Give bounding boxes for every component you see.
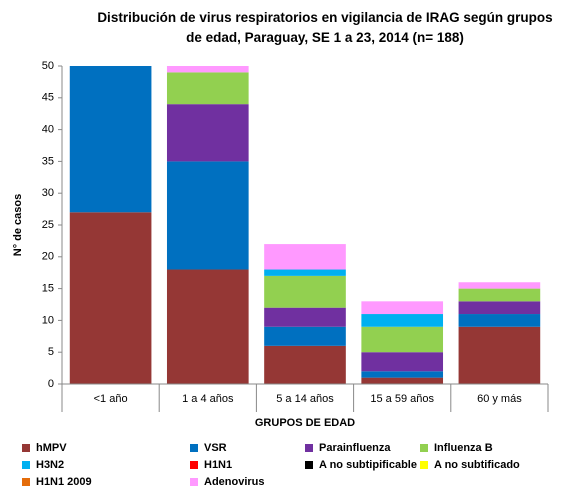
legend-swatch (22, 461, 30, 469)
bar-segment (166, 269, 249, 384)
y-tick-label: 40 (42, 124, 54, 136)
legend-swatch (190, 478, 198, 486)
x-tick-label: <1 año (94, 393, 128, 405)
bar-segment (264, 269, 346, 276)
bar-segment (166, 66, 249, 73)
y-tick-label: 5 (48, 346, 54, 358)
legend-text: H1N1 (204, 459, 232, 471)
legend-text: A no subtificado (434, 459, 520, 471)
y-tick-label: 35 (42, 155, 54, 167)
legend-text: VSR (204, 442, 227, 454)
bar-segment (264, 326, 346, 346)
legend-text: Parainfluenza (319, 442, 391, 454)
y-tick-label: 30 (42, 187, 54, 199)
y-axis-title: N° de casos (12, 194, 24, 256)
y-tick-label: 0 (48, 378, 54, 390)
legend-swatch (22, 444, 30, 452)
bar-segment (361, 352, 444, 372)
legend-text: H1N1 2009 (36, 476, 92, 488)
x-tick-label: 5 a 14 años (276, 393, 334, 405)
bar-segment (361, 301, 444, 315)
y-tick-label: 15 (42, 283, 54, 295)
bar-segment (361, 371, 444, 378)
chart-title: Distribución de virus respiratorios en v… (97, 10, 552, 45)
bar-segment (166, 161, 249, 270)
bar-segment (264, 345, 346, 384)
y-tick-label: 10 (42, 314, 54, 326)
legend-text: Influenza B (434, 442, 493, 454)
y-tick-label: 50 (42, 60, 54, 72)
bar-segment (458, 326, 541, 384)
legend-swatch (305, 461, 313, 469)
legend-text: A no subtipificable (319, 459, 417, 471)
legend-swatch (190, 461, 198, 469)
bar-segment (264, 244, 346, 270)
legend-swatch (190, 444, 198, 452)
y-tick-label: 25 (42, 219, 54, 231)
x-tick-label: 1 a 4 años (182, 393, 234, 405)
x-axis-title: GRUPOS DE EDAD (255, 417, 355, 429)
legend-text: Adenovirus (204, 476, 265, 488)
bar-segment (361, 377, 444, 384)
legend-swatch (420, 461, 428, 469)
x-tick-label: 15 a 59 años (370, 393, 434, 405)
bar-segment (361, 314, 444, 327)
legend-text: H3N2 (36, 459, 64, 471)
bar-segment (69, 66, 152, 213)
y-tick-label: 20 (42, 251, 54, 263)
legend-swatch (22, 478, 30, 486)
bar-segment (458, 288, 541, 302)
bar-segment (458, 282, 541, 289)
bar-segment (458, 301, 541, 315)
bar-segment (458, 314, 541, 327)
bar-segment (166, 104, 249, 162)
bar-segment (166, 72, 249, 105)
x-tick-label: 60 y más (477, 393, 522, 405)
legend-swatch (305, 444, 313, 452)
bar-segment (69, 212, 152, 384)
legend-swatch (420, 444, 428, 452)
y-tick-label: 45 (42, 92, 54, 104)
bar-segment (264, 307, 346, 327)
bar-segment (264, 275, 346, 308)
legend-text: hMPV (36, 442, 67, 454)
bar-segment (361, 326, 444, 353)
